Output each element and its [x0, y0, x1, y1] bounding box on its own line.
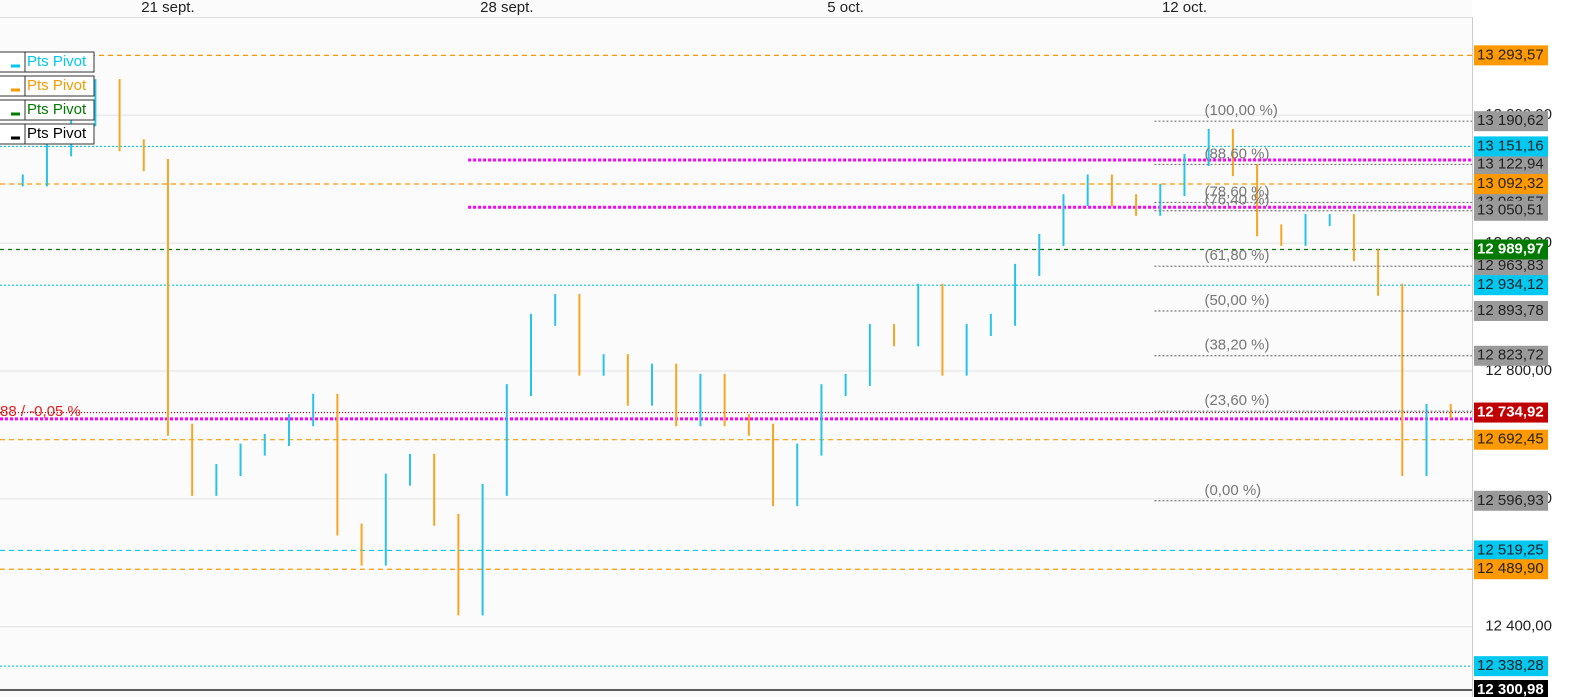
price-badge-label: 12 963,83	[1477, 257, 1544, 274]
price-badge-label: 13 122,94	[1477, 155, 1544, 172]
price-badge-label: 12 734,92	[1477, 404, 1544, 421]
price-badge	[1474, 200, 1548, 221]
price-badge	[1474, 154, 1548, 175]
price-badge-label: 12 934,12	[1477, 276, 1544, 293]
price-badge-label: 12 596,93	[1477, 492, 1544, 509]
legend-label: Pts Pivot	[27, 125, 87, 142]
price-badge	[1474, 111, 1548, 132]
price-badge-label: 12 338,28	[1477, 657, 1544, 674]
price-badge	[1474, 402, 1548, 423]
price-badge	[1474, 540, 1548, 561]
fib-label: (78,60 %)	[1204, 183, 1269, 200]
price-badge-label: 12 692,45	[1477, 431, 1544, 448]
y-tick-label: 12 800,00	[1485, 362, 1552, 379]
legend-box	[0, 51, 95, 73]
price-badge	[1474, 680, 1548, 697]
fib-label: (100,00 %)	[1204, 102, 1277, 119]
price-badge	[1474, 656, 1548, 677]
price-badge	[1474, 429, 1548, 450]
price-badge-label: 12 989,97	[1477, 240, 1544, 257]
price-badge	[1474, 275, 1548, 296]
x-tick-label: 21 sept.	[141, 0, 194, 16]
fib-label: (23,60 %)	[1204, 392, 1269, 409]
annotation: 88 / -0,05 %	[0, 403, 81, 420]
fib-label: (61,80 %)	[1204, 247, 1269, 264]
price-badge	[1474, 345, 1548, 366]
fib-label: (0,00 %)	[1204, 482, 1261, 499]
fib-label: (38,20 %)	[1204, 337, 1269, 354]
price-badge-label: 12 489,90	[1477, 560, 1544, 577]
price-badge-label: 13 151,16	[1477, 137, 1544, 154]
legend-box	[0, 75, 95, 97]
y-tick-label: 12 400,00	[1485, 618, 1552, 635]
price-badge	[1474, 300, 1548, 321]
price-badge	[1474, 256, 1548, 277]
price-badge	[1474, 559, 1548, 580]
legend-label: Pts Pivot	[27, 53, 87, 70]
fib-label: (88,60 %)	[1204, 145, 1269, 162]
price-badge-label: 12 519,25	[1477, 541, 1544, 558]
price-badge-label: 12 893,78	[1477, 302, 1544, 319]
fib-label: (50,00 %)	[1204, 292, 1269, 309]
x-tick-label: 12 oct.	[1162, 0, 1207, 16]
legend-box	[0, 123, 95, 145]
price-badge-label: 12 823,72	[1477, 347, 1544, 364]
price-badge-label: 13 190,62	[1477, 112, 1544, 129]
price-badge-label: 13 050,51	[1477, 202, 1544, 219]
legend-label: Pts Pivot	[27, 101, 87, 118]
price-badge	[1474, 174, 1548, 195]
legend-label: Pts Pivot	[27, 77, 87, 94]
fib-label: (76,40 %)	[1204, 192, 1269, 209]
legend-box	[0, 99, 95, 121]
price-badge	[1474, 45, 1548, 66]
price-badge	[1474, 239, 1548, 260]
price-badge-label: 13 293,57	[1477, 46, 1544, 63]
plot-area	[0, 0, 1472, 697]
x-tick-label: 28 sept.	[480, 0, 533, 16]
price-badge-label: 13 092,32	[1477, 175, 1544, 192]
price-badge-label: 12 300,98	[1477, 681, 1544, 697]
price-badge	[1474, 136, 1548, 157]
price-badge	[1474, 490, 1548, 511]
x-tick-label: 5 oct.	[827, 0, 864, 16]
